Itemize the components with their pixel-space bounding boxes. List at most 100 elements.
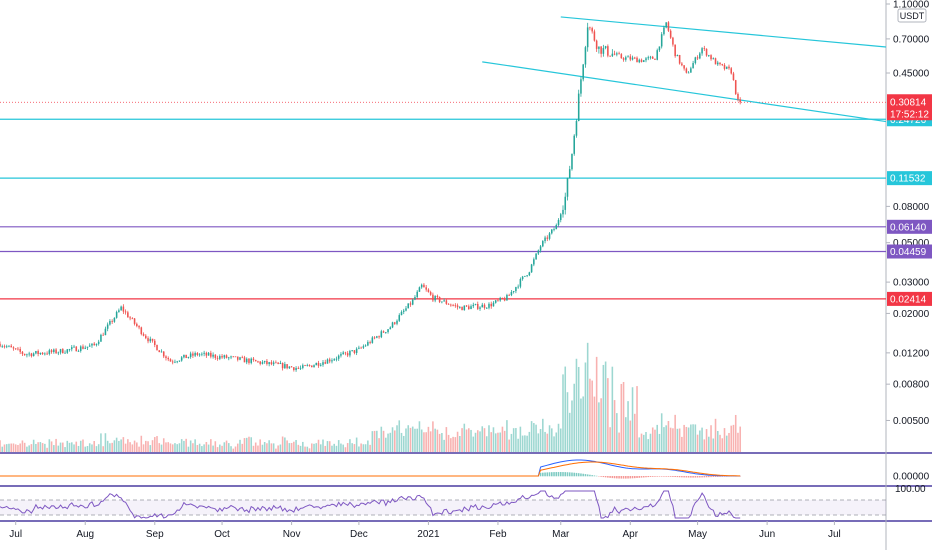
volume-bar: [593, 396, 596, 452]
volume-bar: [582, 396, 584, 452]
volume-bar: [427, 426, 430, 452]
candle-body: [185, 354, 187, 359]
volume-bar: [633, 413, 636, 452]
macd-histogram-bar: [589, 474, 591, 477]
candle-body: [203, 352, 205, 354]
volume-bar: [46, 447, 48, 452]
macd-histogram-bar: [562, 472, 564, 477]
volume-bar: [497, 432, 499, 452]
candle-body: [398, 315, 401, 321]
volume-bar: [393, 430, 396, 452]
y-tick-label: 0.03000: [893, 278, 930, 289]
volume-bar: [88, 443, 91, 452]
volume-bar: [481, 426, 484, 452]
candle-body: [705, 48, 708, 56]
candle-body: [362, 346, 365, 348]
volume-bar: [95, 446, 98, 452]
macd-histogram-bar: [625, 476, 627, 479]
candle-body: [93, 343, 95, 346]
candle-body: [719, 62, 721, 65]
candle-body: [553, 229, 555, 231]
candle-body: [472, 304, 475, 307]
macd-histogram-bar: [658, 476, 661, 477]
candle-body: [450, 304, 452, 306]
volume-bar: [62, 442, 64, 452]
volume-bar: [115, 437, 118, 452]
macd-histogram-bar: [548, 472, 551, 477]
candle-body: [396, 320, 398, 324]
candle-body: [494, 300, 497, 303]
volume-bar: [586, 342, 589, 452]
candle-body: [349, 351, 351, 356]
macd-histogram-bar: [703, 476, 706, 478]
macd-histogram-bar: [571, 472, 573, 477]
volume-bar: [333, 443, 335, 452]
candle-body: [640, 59, 643, 63]
candle-body: [425, 287, 427, 290]
candles: [0, 21, 741, 372]
x-tick-label: Jul: [9, 529, 22, 540]
candle-body: [681, 63, 683, 66]
candle-body: [447, 303, 450, 305]
candle-body: [658, 46, 661, 51]
volume-bar: [676, 428, 679, 452]
volume-bar: [456, 431, 459, 452]
candle-body: [277, 362, 279, 364]
volume-bar: [198, 443, 201, 452]
volume-bar: [485, 436, 488, 452]
candle-body: [551, 229, 553, 234]
volume-bar: [129, 442, 131, 452]
volume-bar: [272, 443, 275, 452]
volume-bar: [259, 439, 261, 452]
candle-body: [699, 53, 701, 59]
candle-body: [55, 349, 57, 354]
candle-body: [402, 310, 405, 312]
volume-bar: [398, 420, 401, 452]
volume-bar: [349, 439, 351, 452]
candle-body: [716, 62, 719, 65]
volume-bar: [663, 427, 665, 452]
candle-body: [310, 365, 313, 368]
candle-body: [734, 80, 737, 94]
volume-bar: [59, 442, 62, 452]
volume-bar: [580, 398, 582, 452]
macd-histogram-bar: [640, 476, 643, 478]
x-tick-label: Nov: [283, 529, 301, 540]
macd-histogram-bar: [663, 476, 665, 477]
candle-body: [409, 303, 412, 305]
volume-bar: [299, 445, 302, 452]
candle-body: [503, 298, 506, 301]
candle-body: [380, 331, 383, 338]
volume-bar: [564, 366, 567, 452]
x-tick-label: Feb: [489, 529, 507, 540]
currency-label[interactable]: USDT: [900, 11, 925, 21]
candle-body: [26, 354, 28, 356]
volume-bar: [214, 441, 217, 452]
volume-bar: [212, 445, 214, 452]
candle-body: [589, 27, 591, 29]
volume-bar: [270, 443, 273, 452]
volume-bar: [640, 433, 643, 452]
macd-histogram-bar: [555, 472, 558, 477]
candle-body: [694, 57, 697, 64]
candle-body: [281, 363, 284, 369]
volume-bar: [420, 429, 423, 452]
y-tick-label: 0.05000: [893, 238, 930, 249]
volume-bar: [595, 356, 598, 452]
volume-bar: [656, 424, 658, 452]
volume-bar: [409, 427, 412, 452]
volume-bar: [23, 442, 26, 452]
volume-bar: [358, 446, 360, 452]
macd-histogram-bar: [629, 476, 632, 479]
volume-bar: [694, 424, 697, 452]
candle-body: [429, 292, 432, 295]
macd-histogram-bar: [699, 476, 701, 478]
macd-histogram-bar: [676, 476, 679, 478]
candle-body: [324, 362, 327, 364]
candle-body: [176, 361, 178, 363]
volume-bar: [194, 439, 196, 452]
macd-histogram-bar: [694, 476, 697, 478]
candle-body: [420, 284, 423, 288]
level-badge-text: 0.04459: [890, 247, 927, 258]
